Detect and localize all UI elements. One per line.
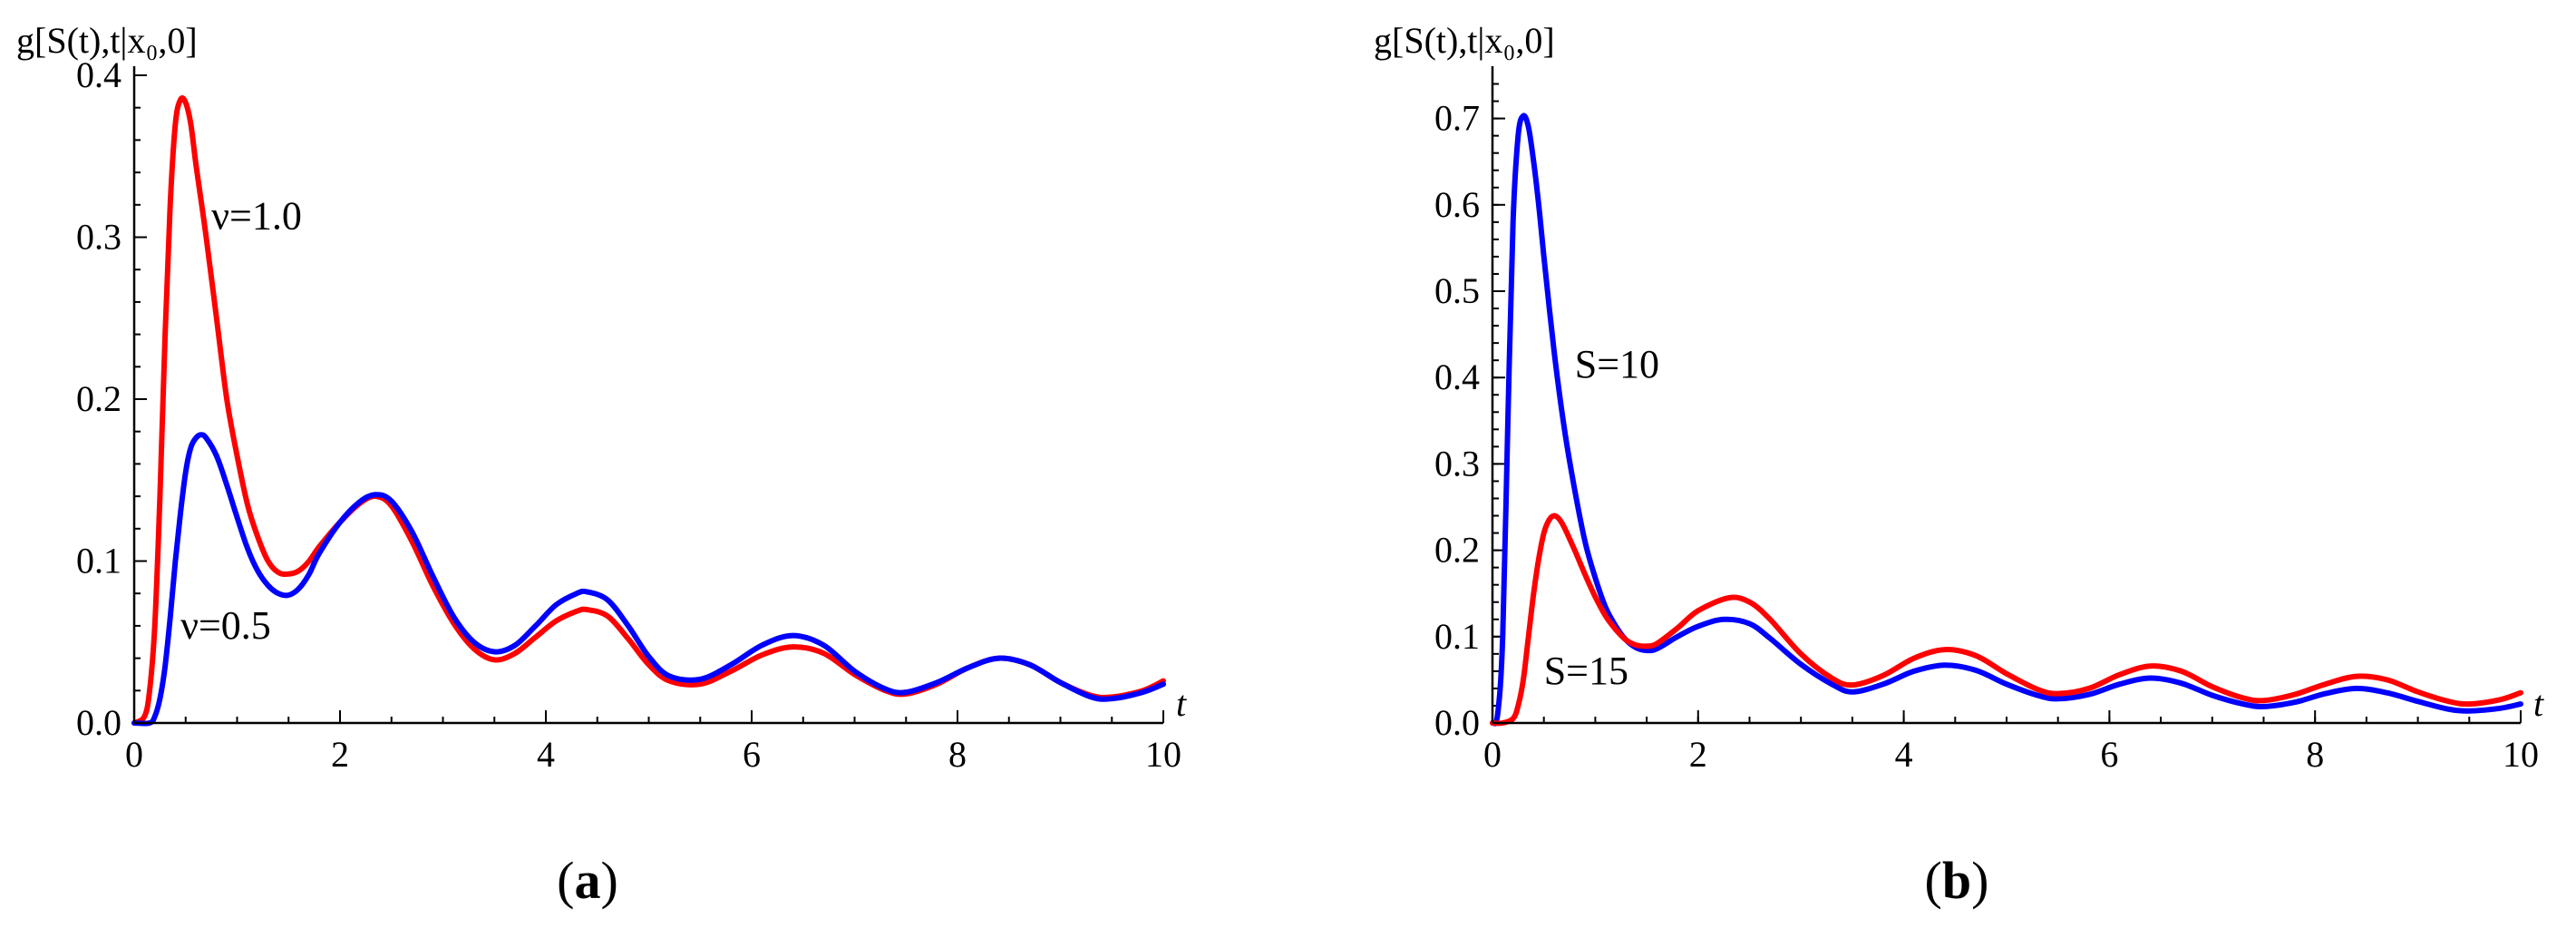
x-tick-label: 2 — [1689, 734, 1707, 775]
x-tick-label: 4 — [1895, 734, 1913, 775]
series-line — [1490, 513, 2523, 727]
x-axis-label: t — [2533, 683, 2544, 724]
y-tick-label: 0.6 — [1434, 184, 1480, 225]
y-tick-label: 0.1 — [76, 541, 122, 581]
panel-label-letter: a — [575, 851, 601, 910]
annotation-group: ν=1.0 ν=0.5 — [180, 194, 302, 649]
y-tick-label: 0.0 — [1434, 702, 1480, 743]
y-tick-group: 0.0 0.1 0.2 0.3 0.4 — [76, 54, 147, 743]
y-axis-label: g[S(t),t|x₀,0] — [16, 20, 198, 61]
curve-annotation: S=15 — [1544, 649, 1628, 693]
panel-label-a: (a) — [557, 851, 618, 910]
x-tick-label: 8 — [2306, 734, 2324, 775]
y-tick-label: 0.4 — [1434, 357, 1480, 397]
series-group — [1490, 112, 2523, 727]
y-tick-label: 0.3 — [76, 217, 122, 258]
panel-label-close-paren: ) — [601, 851, 618, 910]
curve-annotation: S=10 — [1575, 342, 1659, 386]
y-tick-group: 0.0 0.1 0.2 0.3 0.4 0.5 0.6 0.7 — [1434, 83, 1505, 743]
x-tick-label: 6 — [743, 734, 761, 775]
y-tick-label: 0.5 — [1434, 270, 1480, 311]
y-tick-label: 0.0 — [76, 702, 122, 743]
x-tick-label: 8 — [948, 734, 967, 775]
y-tick-label: 0.3 — [1434, 443, 1480, 484]
x-tick-label: 10 — [1145, 734, 1181, 775]
x-axis-label: t — [1176, 683, 1187, 724]
panel-label-close-paren: ) — [1971, 851, 1988, 910]
x-tick-label: 0 — [1483, 734, 1502, 775]
y-tick-label: 0.4 — [76, 54, 122, 95]
y-axis-label: g[S(t),t|x₀,0] — [1374, 20, 1555, 61]
x-tick-group: 0 2 4 6 8 10 — [1483, 710, 2539, 775]
panel-label-open-paren: ( — [557, 851, 574, 910]
y-tick-label: 0.2 — [76, 378, 122, 419]
panel-label-b: (b) — [1925, 851, 1989, 910]
chart-panel-b: g[S(t),t|x₀,0] 0.00.10.20.30.40.50.60.7 … — [1374, 20, 2544, 910]
y-tick-label: 0.2 — [1434, 530, 1480, 571]
y-tick-label: 0.1 — [1434, 616, 1480, 657]
chart-panel-a: g[S(t),t|x₀,0] 0.0 0.1 0.2 0.3 0.4 0 2 4 6 8 10 ν… — [16, 20, 1187, 910]
x-tick-label: 10 — [2503, 734, 2539, 775]
panel-label-letter: b — [1942, 851, 1971, 910]
series-line — [131, 432, 1166, 727]
x-tick-label: 2 — [331, 734, 349, 775]
curve-annotation: ν=1.0 — [211, 194, 302, 239]
series-group — [131, 95, 1166, 727]
series-line — [131, 95, 1166, 726]
x-tick-group: 0 2 4 6 8 10 — [125, 710, 1181, 775]
panel-label-open-paren: ( — [1925, 851, 1942, 910]
x-tick-label: 0 — [125, 734, 143, 775]
x-tick-label: 4 — [537, 734, 555, 775]
curve-annotation: ν=0.5 — [180, 603, 271, 648]
x-tick-label: 6 — [2100, 734, 2118, 775]
series-line — [1490, 112, 2523, 727]
annotation-group: S=10 S=15 — [1544, 342, 1659, 693]
y-tick-label: 0.7 — [1434, 98, 1480, 139]
